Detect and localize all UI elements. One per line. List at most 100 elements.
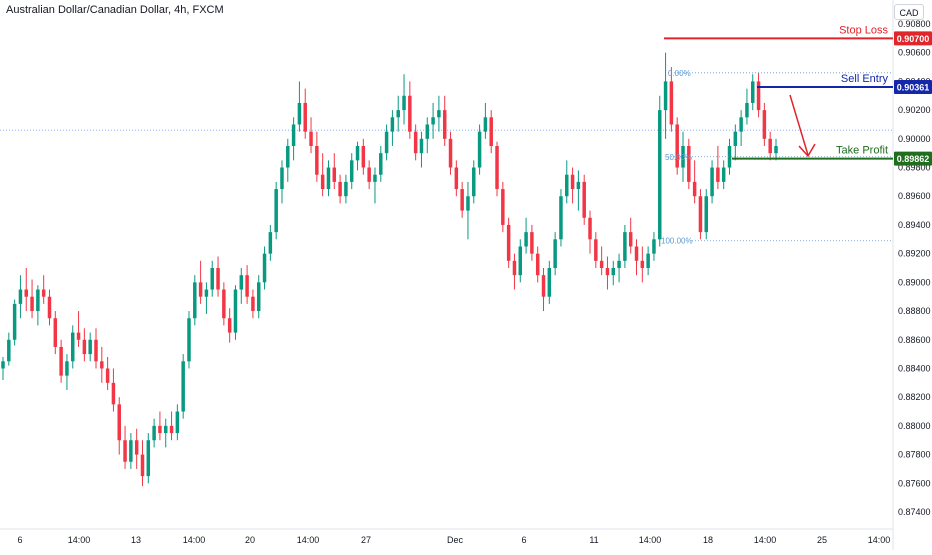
candle-body <box>227 318 232 333</box>
y-tick-label: 0.88800 <box>898 306 931 316</box>
candle-body <box>175 411 180 434</box>
candle-body <box>547 268 552 297</box>
candle-body <box>751 81 755 103</box>
y-tick-label: 0.89200 <box>898 249 931 259</box>
fib-level-label: 50.00% <box>665 153 692 162</box>
candle-body <box>716 167 720 182</box>
candle-body <box>687 146 691 182</box>
candle-body <box>733 131 738 146</box>
candle-body <box>379 153 383 175</box>
candle-body <box>704 196 708 233</box>
candle-body <box>762 110 767 139</box>
candle-body <box>495 146 499 190</box>
x-tick-label: 6 <box>17 535 22 545</box>
candle-body <box>349 160 354 182</box>
candle-body <box>100 361 104 369</box>
y-tick-label: 0.88200 <box>898 392 931 402</box>
candle-body <box>698 196 703 233</box>
candle-body <box>152 425 156 441</box>
x-tick-label: 14:00 <box>754 535 777 545</box>
y-tick-label: 0.90600 <box>898 48 931 58</box>
candle-body <box>262 253 267 283</box>
candle-body <box>286 146 290 168</box>
x-tick-label: 25 <box>817 535 827 545</box>
candle-body <box>1 361 5 369</box>
candle-body <box>472 167 476 197</box>
candle-body <box>169 425 174 434</box>
candle-body <box>326 167 331 190</box>
candle-body <box>163 425 168 434</box>
candle-body <box>431 117 435 125</box>
candle-body <box>59 346 63 376</box>
candle-body <box>692 181 697 197</box>
candle-body <box>222 289 226 319</box>
candle-body <box>774 146 778 154</box>
candle-body <box>332 167 337 182</box>
candle-body <box>88 339 92 355</box>
candle-body <box>652 239 656 254</box>
candle-body <box>611 268 616 276</box>
candle-body <box>541 275 546 297</box>
candle-body <box>76 332 81 340</box>
arrow-head <box>798 143 816 158</box>
candle-body <box>477 131 482 168</box>
candle-body <box>530 232 534 254</box>
candle-body <box>361 146 366 168</box>
candle-body <box>140 454 145 477</box>
chart-title: Australian Dollar/Canadian Dollar, 4h, F… <box>6 4 224 16</box>
candle-body <box>41 289 46 297</box>
candle-body <box>437 110 441 118</box>
candle-body <box>280 167 284 190</box>
y-tick-label: 0.89600 <box>898 191 931 201</box>
candle-body <box>605 268 610 276</box>
candle-body <box>204 289 209 297</box>
candle-body <box>47 296 52 319</box>
level-name: Sell Entry <box>841 73 889 85</box>
candle-body <box>553 239 557 268</box>
candle-body <box>198 282 203 297</box>
candle-body <box>320 174 325 190</box>
candle-body <box>24 289 28 297</box>
level-price-label: 0.90700 <box>897 34 930 44</box>
candle-body <box>512 260 517 276</box>
y-tick-label: 0.89400 <box>898 220 931 230</box>
candle-body <box>134 440 139 455</box>
candle-body <box>303 102 307 132</box>
currency-button[interactable]: CAD <box>894 4 924 20</box>
candle-body <box>30 296 34 312</box>
candle-body <box>344 181 348 197</box>
candle-body <box>646 253 650 268</box>
y-tick-label: 0.87400 <box>898 507 931 517</box>
candle-body <box>373 174 377 182</box>
fib-level-label: 100.00% <box>661 237 693 246</box>
candle-body <box>570 174 575 190</box>
candle-body <box>216 268 220 290</box>
y-tick-label: 0.90800 <box>898 19 931 29</box>
candle-body <box>256 282 261 312</box>
candle-body <box>419 138 424 154</box>
candle-body <box>36 289 40 312</box>
candle-body <box>506 224 511 261</box>
candle-body <box>111 382 116 405</box>
candle-body <box>518 246 523 276</box>
y-tick-label: 0.87800 <box>898 450 931 460</box>
x-tick-label: Dec <box>447 535 464 545</box>
candle-body <box>355 146 360 161</box>
x-tick-label: 14:00 <box>183 535 206 545</box>
candle-body <box>413 131 418 154</box>
candle-body <box>268 232 273 254</box>
x-tick-label: 20 <box>245 535 255 545</box>
candle-body <box>599 260 604 268</box>
level-name: Stop Loss <box>839 24 888 36</box>
candle-body <box>628 232 633 247</box>
candle-body <box>53 318 58 347</box>
x-tick-label: 14:00 <box>868 535 891 545</box>
y-tick-label: 0.90200 <box>898 105 931 115</box>
candle-body <box>251 296 255 312</box>
candle-body <box>559 196 563 240</box>
candle-body <box>291 124 296 146</box>
candle-body <box>710 167 714 197</box>
candle-body <box>442 110 447 139</box>
candle-body <box>448 138 453 168</box>
